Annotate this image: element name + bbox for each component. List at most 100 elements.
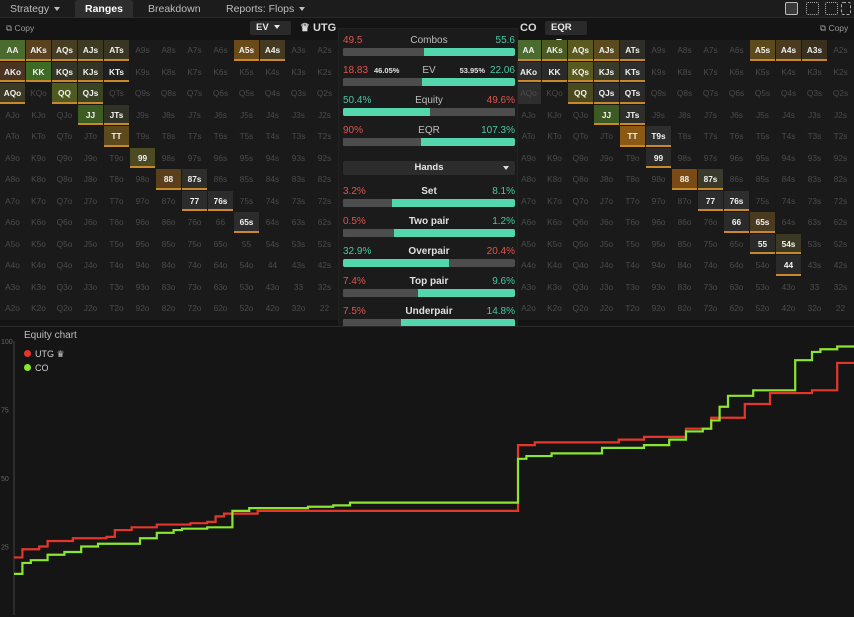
hand-cell[interactable]: J3s [286, 104, 312, 126]
hand-cell[interactable]: 72s [312, 190, 338, 212]
hand-cell[interactable]: KQo [542, 83, 568, 105]
hand-cell[interactable]: J9o [78, 147, 104, 169]
hand-cell[interactable]: Q4o [52, 255, 78, 277]
hand-cell[interactable]: T7o [620, 190, 646, 212]
hand-cell[interactable]: AQs [52, 40, 78, 62]
hand-cell[interactable]: 99 [646, 147, 672, 169]
hand-cell[interactable]: 86o [156, 212, 182, 234]
hand-cell[interactable]: K7s [182, 61, 208, 83]
hand-cell[interactable]: K7o [542, 190, 568, 212]
hand-cell[interactable]: 88 [156, 169, 182, 191]
hand-cell[interactable]: T7s [698, 126, 724, 148]
hand-cell[interactable]: K4s [260, 61, 286, 83]
hand-cell[interactable]: J5o [78, 233, 104, 255]
hand-cell[interactable]: 43o [260, 276, 286, 298]
hand-cell[interactable]: T3s [802, 126, 828, 148]
hand-cell[interactable]: AKs [26, 40, 52, 62]
hand-cell[interactable]: K9o [542, 147, 568, 169]
hand-cell[interactable]: JTo [594, 126, 620, 148]
hand-cell[interactable]: 97s [698, 147, 724, 169]
hand-cell[interactable]: A8o [0, 169, 26, 191]
hand-cell[interactable]: 43o [776, 276, 802, 298]
hand-cell[interactable]: 82s [828, 169, 854, 191]
hand-cell[interactable]: 54s [260, 233, 286, 255]
hand-cell[interactable]: J6s [724, 104, 750, 126]
hand-cell[interactable]: 32s [828, 276, 854, 298]
hand-cell[interactable]: 44 [776, 255, 802, 277]
hand-cell[interactable]: 95o [646, 233, 672, 255]
hand-cell[interactable]: AQo [0, 83, 26, 105]
hand-cell[interactable]: JTo [78, 126, 104, 148]
hand-cell[interactable]: QTo [52, 126, 78, 148]
hand-cell[interactable]: J6s [208, 104, 234, 126]
hand-cell[interactable]: A6o [516, 212, 542, 234]
hand-cell[interactable]: QTo [568, 126, 594, 148]
hand-cell[interactable]: ATs [620, 40, 646, 62]
hand-cell[interactable]: T2o [104, 298, 130, 320]
hand-cell[interactable]: 92s [312, 147, 338, 169]
hand-cell[interactable]: J7o [594, 190, 620, 212]
hand-cell[interactable]: 65s [234, 212, 260, 234]
hand-cell[interactable]: QJs [594, 83, 620, 105]
hand-cell[interactable]: 87o [672, 190, 698, 212]
hand-cell[interactable]: 55 [750, 233, 776, 255]
hand-cell[interactable]: A6s [208, 40, 234, 62]
hand-cell[interactable]: 77 [182, 190, 208, 212]
hand-cell[interactable]: AKo [0, 61, 26, 83]
hand-cell[interactable]: J8o [594, 169, 620, 191]
hand-cell[interactable]: JJ [594, 104, 620, 126]
hand-cell[interactable]: A7o [516, 190, 542, 212]
hand-cell[interactable]: T7o [104, 190, 130, 212]
hand-cell[interactable]: KQs [568, 61, 594, 83]
hand-cell[interactable]: AJo [0, 104, 26, 126]
hand-cell[interactable]: K6o [26, 212, 52, 234]
hand-cell[interactable]: K2o [26, 298, 52, 320]
hand-cell[interactable]: AKs [542, 40, 568, 62]
hand-cell[interactable]: K5o [26, 233, 52, 255]
hand-cell[interactable]: 77 [698, 190, 724, 212]
hand-cell[interactable]: J6o [78, 212, 104, 234]
hand-cell[interactable]: AJs [78, 40, 104, 62]
hand-cell[interactable]: 52o [750, 298, 776, 320]
hand-cell[interactable]: K2s [312, 61, 338, 83]
hand-cell[interactable]: A7s [698, 40, 724, 62]
hand-cell[interactable]: 52s [828, 233, 854, 255]
hand-cell[interactable]: 86o [672, 212, 698, 234]
hand-cell[interactable]: A2s [312, 40, 338, 62]
hand-cell[interactable]: Q2s [828, 83, 854, 105]
hand-cell[interactable]: A5s [750, 40, 776, 62]
hand-cell[interactable]: K7s [698, 61, 724, 83]
hand-cell[interactable]: T4o [620, 255, 646, 277]
hand-cell[interactable]: T8o [620, 169, 646, 191]
hand-cell[interactable]: A4s [260, 40, 286, 62]
hand-cell[interactable]: T4o [104, 255, 130, 277]
hand-cell[interactable]: JTs [620, 104, 646, 126]
hand-cell[interactable]: Q4o [568, 255, 594, 277]
hand-cell[interactable]: A2s [828, 40, 854, 62]
hand-cell[interactable]: Q6s [208, 83, 234, 105]
hand-cell[interactable]: 94o [130, 255, 156, 277]
hand-cell[interactable]: T3s [286, 126, 312, 148]
hand-cell[interactable]: J2s [312, 104, 338, 126]
hand-cell[interactable]: QQ [568, 83, 594, 105]
hand-cell[interactable]: 96s [208, 147, 234, 169]
grid-large-icon[interactable] [841, 2, 851, 15]
hand-cell[interactable]: Q2o [52, 298, 78, 320]
hand-cell[interactable]: 73s [802, 190, 828, 212]
hand-cell[interactable]: A8s [672, 40, 698, 62]
hand-cell[interactable]: 92o [130, 298, 156, 320]
grid-small-icon[interactable] [806, 2, 819, 15]
hand-cell[interactable]: A3o [516, 276, 542, 298]
hand-cell[interactable]: Q7o [52, 190, 78, 212]
hand-cell[interactable]: 94o [646, 255, 672, 277]
hand-cell[interactable]: K4s [776, 61, 802, 83]
hand-cell[interactable]: A9s [646, 40, 672, 62]
hand-cell[interactable]: K5s [234, 61, 260, 83]
hand-cell[interactable]: T3o [620, 276, 646, 298]
hand-cell[interactable]: J8s [156, 104, 182, 126]
hand-cell[interactable]: K2s [828, 61, 854, 83]
hand-cell[interactable]: A9o [516, 147, 542, 169]
hand-cell[interactable]: KTs [620, 61, 646, 83]
hand-cell[interactable]: T5o [620, 233, 646, 255]
hand-cell[interactable]: K3s [802, 61, 828, 83]
